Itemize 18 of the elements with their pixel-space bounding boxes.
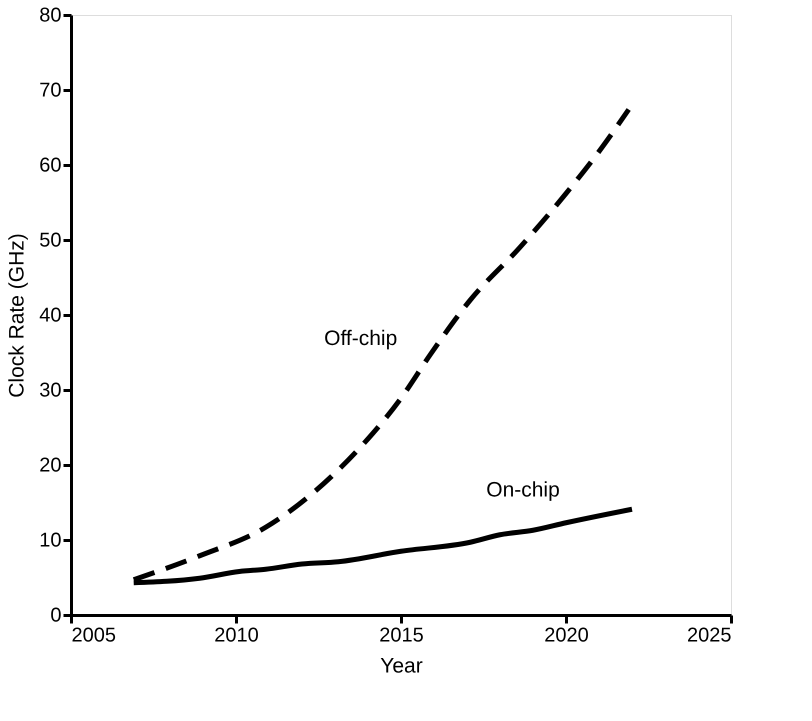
series-label: Off-chip <box>324 327 398 350</box>
y-tick-label: 0 <box>50 604 62 626</box>
x-tick-label: 2015 <box>379 624 424 646</box>
x-tick-label: 2010 <box>214 624 259 646</box>
x-axis-title: Year <box>380 654 423 678</box>
y-tick-label: 50 <box>39 230 62 252</box>
y-tick-label: 60 <box>39 154 62 176</box>
y-tick-label: 10 <box>39 530 62 552</box>
y-axis-title: Clock Rate (GHz) <box>5 233 28 398</box>
y-tick-label: 20 <box>39 454 62 476</box>
x-tick-label: 2005 <box>72 624 116 646</box>
series-label: On-chip <box>486 478 560 502</box>
x-tick-label: 2025 <box>687 624 732 646</box>
y-tick-label: 70 <box>39 80 62 102</box>
y-tick-label: 40 <box>39 304 62 326</box>
y-tick-label: 30 <box>39 380 62 402</box>
y-tick-label: 80 <box>39 4 62 26</box>
x-tick-label: 2020 <box>544 624 589 646</box>
